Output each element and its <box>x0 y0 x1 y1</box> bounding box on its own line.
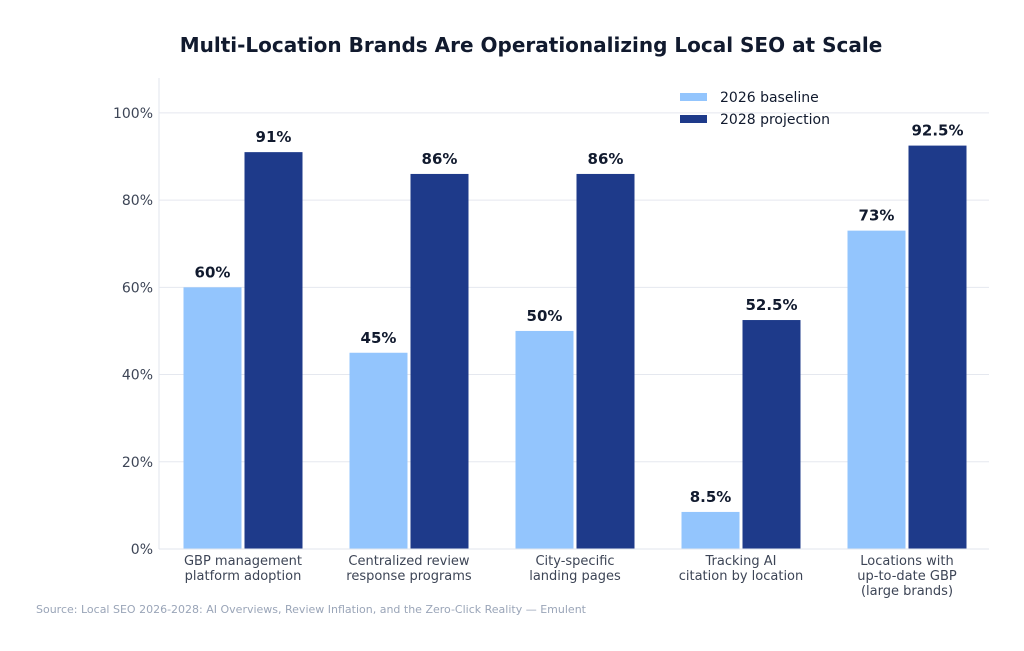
x-tick-label: (large brands) <box>861 584 953 599</box>
bar-baseline <box>349 352 408 549</box>
x-tick-label: GBP management <box>184 554 302 569</box>
y-tick-label: 20% <box>122 455 153 471</box>
data-label: 91% <box>256 128 292 146</box>
y-tick-label: 60% <box>122 280 153 296</box>
data-label: 60% <box>195 263 231 281</box>
x-tick-label: response programs <box>346 569 472 584</box>
legend-swatch <box>680 93 707 101</box>
y-tick-label: 100% <box>113 106 153 122</box>
legend-label: 2028 projection <box>720 112 830 128</box>
x-tick-label: Tracking AI <box>705 554 777 569</box>
data-label: 86% <box>422 150 458 168</box>
x-tick-label: Centralized review <box>348 554 470 569</box>
legend-label: 2026 baseline <box>720 90 819 106</box>
data-label: 8.5% <box>690 488 732 506</box>
bar-projection <box>742 320 801 549</box>
x-tick-label: Locations with <box>860 554 953 569</box>
x-tick-label: City-specific <box>535 554 614 569</box>
chart-title: Multi-Location Brands Are Operationalizi… <box>180 33 883 57</box>
bar-baseline <box>515 330 574 549</box>
x-tick-label: citation by location <box>679 569 804 584</box>
legend-swatch <box>680 115 707 123</box>
x-tick-label: up-to-date GBP <box>857 569 957 584</box>
bar-projection <box>410 173 469 549</box>
y-tick-label: 0% <box>131 542 153 558</box>
bar-projection <box>908 145 967 549</box>
data-label: 86% <box>588 150 624 168</box>
bar-baseline <box>847 230 906 549</box>
bar-projection <box>244 152 303 549</box>
bar-projection <box>576 173 635 549</box>
x-tick-label: platform adoption <box>185 569 302 584</box>
y-tick-label: 80% <box>122 193 153 209</box>
x-tick-label: landing pages <box>529 569 621 584</box>
source-note: Source: Local SEO 2026-2028: AI Overview… <box>36 603 587 616</box>
data-label: 92.5% <box>911 122 963 140</box>
data-label: 50% <box>527 307 563 325</box>
bar-baseline <box>183 287 242 549</box>
y-tick-label: 40% <box>122 368 153 384</box>
data-label: 73% <box>859 207 895 225</box>
data-label: 52.5% <box>745 296 797 314</box>
data-label: 45% <box>361 329 397 347</box>
bar-baseline <box>681 511 740 549</box>
